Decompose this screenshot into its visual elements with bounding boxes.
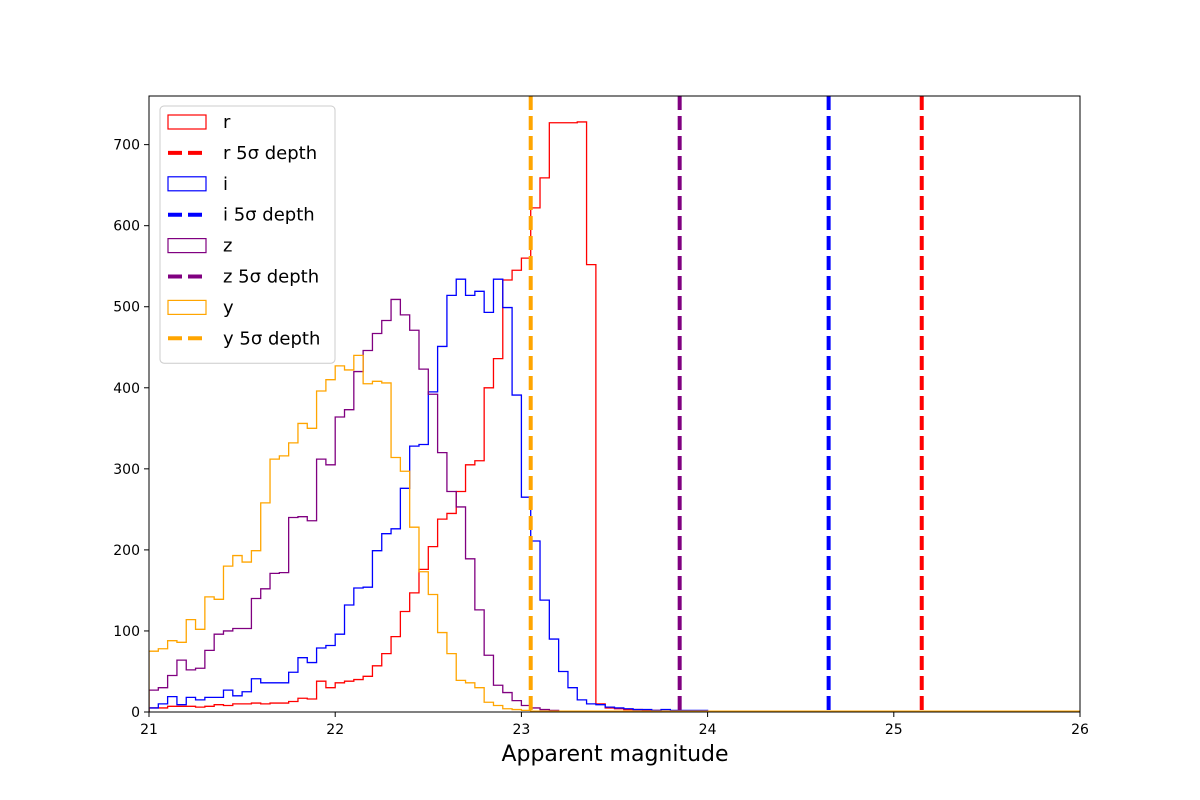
legend-entry-2: i [167,174,228,195]
plot-clip [149,96,1080,712]
legend-label: r [223,112,231,133]
axes: 21 22 23 24 25 26 0 100 200 300 400 500 600 700 [113,95,1089,738]
legend-box [159,105,336,364]
x-tick-label-25: 25 [885,722,903,738]
legend-entry-1: r 5σ depth [168,143,317,164]
legend-entry-5: z 5σ depth [168,267,319,288]
y-tick-label-200: 200 [113,543,140,559]
y-tick-label-600: 600 [113,219,140,235]
legend-label: i 5σ depth [223,205,315,226]
legend-entry-0: r [167,112,231,133]
legend-swatch [167,238,207,254]
y-tick-label-100: 100 [113,624,140,640]
x-tick-label-22: 22 [326,722,344,738]
legend-label: y [223,297,234,318]
y-tick-label-300: 300 [113,462,140,478]
legend-entry-3: i 5σ depth [168,205,315,226]
axes-frame [148,95,1081,713]
legend-entry-6: y [167,297,234,318]
legend-label: r 5σ depth [223,143,317,164]
x-axis-label: Apparent magnitude [501,742,728,767]
legend-swatch [167,114,207,130]
plot-area [149,96,1080,712]
y-tick-label-400: 400 [113,381,140,397]
legend-swatch [167,299,207,315]
x-tick-label-23: 23 [512,722,530,738]
x-tick-label-24: 24 [699,722,717,738]
y-tick-label-500: 500 [113,300,140,316]
legend: r r 5σ depth i i 5σ depth z z 5σ depth y y 5σ d… [159,105,336,364]
legend-label: z [223,236,232,257]
legend-swatch [167,176,207,192]
x-tick-label-21: 21 [140,722,158,738]
y-tick-label-0: 0 [131,705,140,721]
legend-entry-7: y 5σ depth [168,328,320,349]
legend-label: z 5σ depth [223,267,319,288]
legend-label: y 5σ depth [223,328,320,349]
legend-entry-4: z [167,236,232,257]
x-tick-label-26: 26 [1071,722,1089,738]
y-tick-label-700: 700 [113,138,140,154]
histogram-y [149,354,1080,712]
legend-label: i [223,174,228,195]
